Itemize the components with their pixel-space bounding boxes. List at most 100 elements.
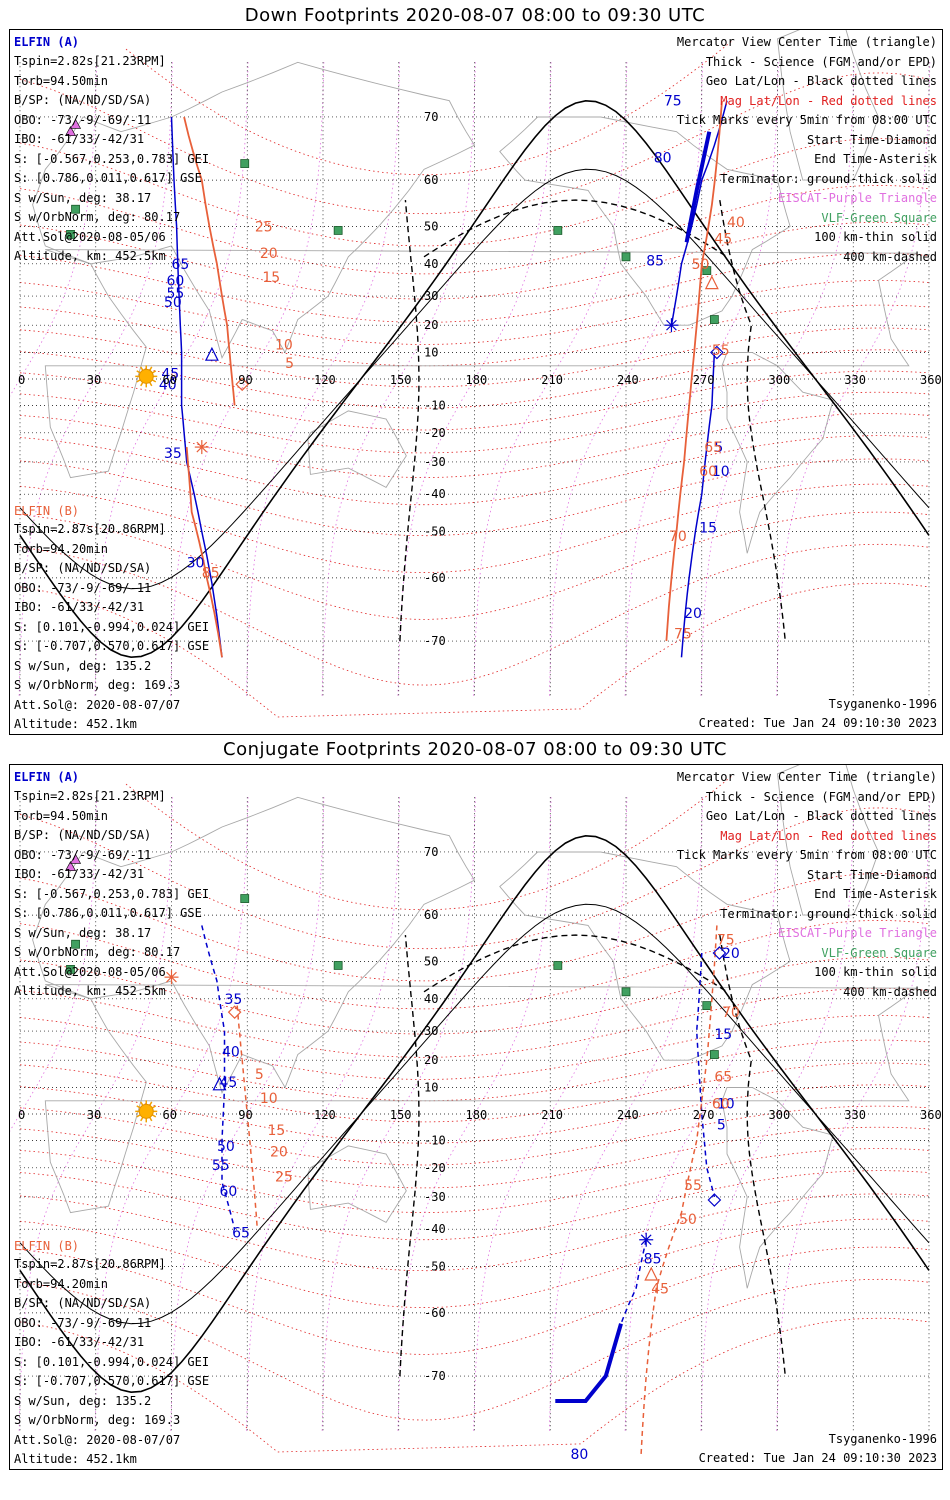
mag-lon-line: [473, 62, 628, 696]
terminator-400km-west: [399, 935, 420, 1377]
lon-tick-label: 180: [466, 373, 488, 387]
vlf-station: [621, 252, 631, 262]
eiscat-station: [64, 126, 77, 136]
legend-item: 100 km-thin solid: [814, 230, 937, 244]
legend-item: EISCAT-Purple Triangle: [778, 191, 937, 205]
mag-lat-line: [19, 987, 930, 1058]
lon-tick-label: 210: [541, 1108, 563, 1122]
sat-b-info: Altitude: 452.1km: [14, 1452, 137, 1466]
sat-a-info: Tspin=2.82s[21.23RPM]: [14, 54, 166, 68]
mag-lon-line: [10, 797, 97, 1132]
lat-tick-label: -10: [424, 398, 446, 412]
start-diamond: [710, 345, 724, 360]
mag-lat-line: [19, 1278, 930, 1421]
lon-tick-label: 300: [769, 1108, 791, 1122]
lat-tick-label: -50: [424, 1260, 446, 1274]
mag-lon-line: [473, 797, 628, 1431]
sat-a-info: Torb=94.50min: [14, 808, 108, 823]
terminator-100km: [19, 903, 930, 1325]
mag-lat-line: [19, 1193, 930, 1272]
lat-tick-label: 30: [424, 289, 438, 303]
terminator-400km-top: [423, 199, 728, 258]
mag-lat-line: [125, 40, 733, 176]
vlf-station: [702, 266, 712, 275]
legend-item: Terminator: ground-thick solid: [720, 171, 937, 186]
lat-tick-label: 50: [424, 954, 438, 968]
terminator-400km-east: [719, 934, 786, 1377]
lat-tick-label: 60: [424, 908, 438, 922]
track-tick-label: 20: [270, 1144, 288, 1160]
start-diamond: [712, 946, 727, 960]
sat-a-info: IBO: -61/33/-42/31: [14, 867, 145, 881]
lat-tick-label: -40: [424, 487, 446, 501]
track-tick-label: 60: [712, 1096, 730, 1112]
legend-item: EISCAT-Purple Triangle: [778, 926, 937, 940]
sat-a-info: OBO: -73/-9/-69/-11: [14, 847, 152, 862]
track-tick-label: 70: [669, 529, 687, 545]
legend-item: Terminator: ground-thick solid: [720, 906, 937, 921]
lat-tick-label: 40: [424, 992, 438, 1006]
start-diamond: [707, 1193, 722, 1207]
mag-lon-line: [94, 62, 249, 696]
mag-lat-line: [19, 543, 930, 686]
vlf-station: [71, 939, 80, 949]
track-tick-label: 50: [217, 1139, 235, 1155]
legend-item: Mercator View Center Time (triangle): [676, 35, 937, 49]
track-tick-label: 30: [187, 556, 205, 572]
sat-b-info: Torb=94.20min: [14, 541, 108, 556]
sat-b-track-east: [665, 100, 723, 642]
center-triangle: [212, 1076, 227, 1091]
track-tick-label: 50: [692, 257, 710, 273]
track-tick-label: 65: [704, 440, 722, 456]
terminator-400km-west: [399, 200, 420, 642]
sat-b-info: S w/OrbNorm, deg: 169.3: [14, 1413, 181, 1427]
legend-item: Geo Lat/Lon - Black dotted lines: [705, 74, 937, 88]
continent-outline: [307, 1145, 407, 1223]
sat-a-info: S w/Sun, deg: 38.17: [14, 190, 152, 205]
lon-tick-label: 120: [314, 1108, 336, 1122]
vlf-station: [66, 230, 75, 239]
terminator-100km: [19, 168, 930, 590]
lat-tick-label: 10: [424, 346, 438, 360]
lat-tick-label: 40: [424, 257, 438, 271]
sat-a-info: Att.Sol@2020-08-05/06: [14, 229, 166, 244]
mag-lon-line: [246, 797, 400, 1431]
sat-a-name: ELFIN (A): [14, 770, 80, 784]
track-tick-label: 60: [699, 464, 717, 480]
mag-lon-line: [549, 797, 703, 1431]
lon-tick-label: 240: [617, 373, 639, 387]
sat-b-name: ELFIN (B): [14, 1239, 80, 1253]
lon-tick-label: 270: [693, 373, 715, 387]
mag-lat-line: [19, 582, 930, 718]
sat-a-info: S w/Sun, deg: 38.17: [14, 925, 152, 940]
continent-outline: [721, 352, 834, 554]
track-tick-label: 10: [275, 337, 293, 353]
sat-b-info: B/SP: (NA/ND/SD/SA): [14, 1296, 152, 1310]
sat-a-info: B/SP: (NA/ND/SD/SA): [14, 828, 152, 842]
track-tick-label: 65: [714, 1070, 732, 1086]
track-tick-label: 5: [714, 440, 723, 456]
lon-tick-label: 120: [314, 373, 336, 387]
end-asterisk: [166, 971, 177, 983]
lat-tick-label: 50: [424, 219, 438, 233]
legend-item: Geo Lat/Lon - Black dotted lines: [705, 809, 937, 823]
map-canvas: 3540455055606585802015105510152025757065…: [10, 765, 942, 1463]
mag-lat-line: [19, 458, 930, 537]
sat-b-info: S: [-0.707,0.570,0.617] GSE: [14, 1374, 210, 1388]
mag-lon-line: [18, 797, 173, 1431]
terminator-ground: [19, 834, 930, 1394]
sat-b-track-west: [236, 1005, 259, 1230]
vlf-station: [709, 315, 719, 324]
lat-tick-label: 10: [424, 1081, 438, 1095]
sat-a-track-east-science: [684, 131, 712, 243]
lat-tick-label: -60: [424, 1306, 446, 1320]
sat-b-info: B/SP: (NA/ND/SD/SA): [14, 561, 152, 575]
sat-b-info: OBO: -73/-9/-69/-11: [14, 580, 152, 595]
lat-tick-label: -30: [424, 1190, 446, 1204]
model-label: Tsyganenko-1996: [828, 697, 937, 711]
track-tick-label: 65: [172, 257, 190, 273]
legend-item: End Time-Asterisk: [814, 887, 937, 901]
lon-tick-label: 0: [18, 373, 25, 387]
lon-tick-label: 210: [541, 373, 563, 387]
track-tick-label: 10: [712, 464, 730, 480]
